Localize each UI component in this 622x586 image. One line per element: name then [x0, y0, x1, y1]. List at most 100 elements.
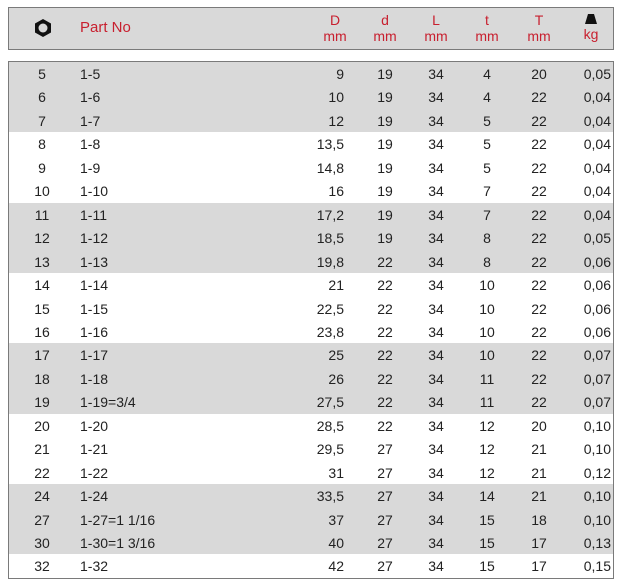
kg-cell: 0,07 [583, 394, 611, 411]
T-cell: 17 [531, 535, 547, 551]
T-cell: 21 [531, 441, 547, 458]
table-row: 9 1-9 14,8 19 34 5 22 0,04 [9, 156, 613, 179]
kg-cell: 0,06 [583, 300, 611, 317]
size-cell: 16 [34, 323, 50, 340]
d-cell: 22 [377, 347, 393, 364]
size-cell: 13 [34, 253, 50, 270]
T-cell: 18 [531, 511, 547, 528]
table-row: 20 1-20 28,5 22 34 12 20 0,10 [9, 414, 613, 437]
size-cell: 21 [34, 441, 50, 458]
t-cell: 4 [483, 66, 491, 82]
D-cell: 10 [328, 89, 344, 106]
size-cell: 12 [34, 230, 50, 247]
d-cell: 19 [377, 89, 393, 106]
d-cell: 19 [377, 206, 393, 223]
d-cell: 19 [377, 183, 393, 200]
L-cell: 34 [428, 66, 444, 82]
D-cell: 19,8 [316, 253, 344, 270]
D-cell: 13,5 [316, 136, 344, 153]
t-cell: 5 [483, 136, 491, 153]
D-cell: 9 [336, 66, 344, 82]
kg-cell: 0,10 [583, 488, 611, 505]
t-cell: 12 [479, 417, 495, 434]
D-cell: 40 [328, 535, 344, 551]
weight-icon [585, 14, 597, 24]
D-cell: 31 [328, 464, 344, 481]
part-no-cell: 1-14 [80, 277, 109, 294]
L-cell: 34 [428, 230, 444, 247]
L-cell: 34 [428, 159, 444, 176]
kg-cell: 0,04 [583, 159, 611, 176]
D-cell: 21 [328, 277, 344, 294]
t-cell: 7 [483, 183, 491, 200]
D-cell: 16 [328, 183, 344, 200]
L-cell: 34 [428, 370, 444, 387]
table-row: 21 1-21 29,5 27 34 12 21 0,10 [9, 437, 613, 460]
t-cell: 8 [483, 253, 491, 270]
L-cell: 34 [428, 253, 444, 270]
table-row: 27 1-27=1 1/16 37 27 34 15 18 0,10 [9, 507, 613, 531]
t-cell: 15 [479, 535, 495, 551]
size-cell: 7 [38, 112, 46, 129]
size-cell: 5 [38, 66, 46, 82]
t-cell: 11 [479, 394, 495, 411]
size-cell: 9 [38, 159, 46, 176]
table-row: 5 1-5 9 19 34 4 20 0,05 [9, 62, 613, 86]
L-cell: 34 [428, 441, 444, 458]
T-cell: 21 [531, 488, 547, 505]
size-cell: 6 [38, 89, 46, 106]
table-row: 12 1-12 18,5 19 34 8 22 0,05 [9, 226, 613, 250]
kg-cell: 0,04 [583, 112, 611, 129]
T-cell: 20 [531, 66, 547, 82]
T-cell: 22 [531, 89, 547, 106]
d-cell: 22 [377, 300, 393, 317]
d-cell: 22 [377, 277, 393, 294]
t-cell: 12 [479, 441, 495, 458]
D-cell: 37 [328, 511, 344, 528]
kg-cell: 0,07 [583, 370, 611, 387]
d-cell: 22 [377, 370, 393, 387]
D-cell: 12 [328, 112, 344, 129]
d-cell: 27 [377, 511, 393, 528]
col-header-d: d mm [373, 12, 397, 44]
d-cell: 22 [377, 323, 393, 340]
t-cell: 10 [479, 347, 495, 364]
t-cell: 5 [483, 159, 491, 176]
d-cell: 22 [377, 253, 393, 270]
t-cell: 15 [479, 511, 495, 528]
kg-cell: 0,05 [583, 230, 611, 247]
t-cell: 14 [479, 488, 495, 505]
hex-nut-icon [35, 19, 51, 37]
part-no-cell: 1-21 [80, 441, 109, 458]
d-cell: 22 [377, 417, 393, 434]
T-cell: 22 [531, 370, 547, 387]
kg-cell: 0,10 [583, 441, 611, 458]
table-row: 17 1-17 25 22 34 10 22 0,07 [9, 343, 613, 367]
table-row: 24 1-24 33,5 27 34 14 21 0,10 [9, 484, 613, 508]
L-cell: 34 [428, 89, 444, 106]
D-cell: 42 [328, 558, 344, 575]
table-row: 8 1-8 13,5 19 34 5 22 0,04 [9, 132, 613, 155]
L-cell: 34 [428, 183, 444, 200]
part-no-cell: 1-20 [80, 417, 109, 434]
d-cell: 22 [377, 394, 393, 411]
size-cell: 10 [34, 183, 50, 200]
kg-cell: 0,07 [583, 347, 611, 364]
t-cell: 5 [483, 112, 491, 129]
T-cell: 22 [531, 300, 547, 317]
d-cell: 19 [377, 159, 393, 176]
table-row: 16 1-16 23,8 22 34 10 22 0,06 [9, 320, 613, 343]
L-cell: 34 [428, 488, 444, 505]
L-cell: 34 [428, 112, 444, 129]
size-cell: 32 [34, 558, 50, 575]
size-cell: 27 [34, 511, 50, 528]
t-cell: 10 [479, 300, 495, 317]
L-cell: 34 [428, 300, 444, 317]
col-header-t: t mm [475, 12, 499, 44]
part-no-cell: 1-11 [80, 206, 107, 223]
part-no-cell: 1-8 [80, 136, 101, 153]
L-cell: 34 [428, 323, 444, 340]
